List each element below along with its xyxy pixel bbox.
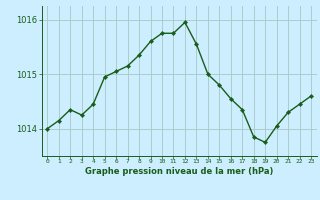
X-axis label: Graphe pression niveau de la mer (hPa): Graphe pression niveau de la mer (hPa) bbox=[85, 167, 273, 176]
